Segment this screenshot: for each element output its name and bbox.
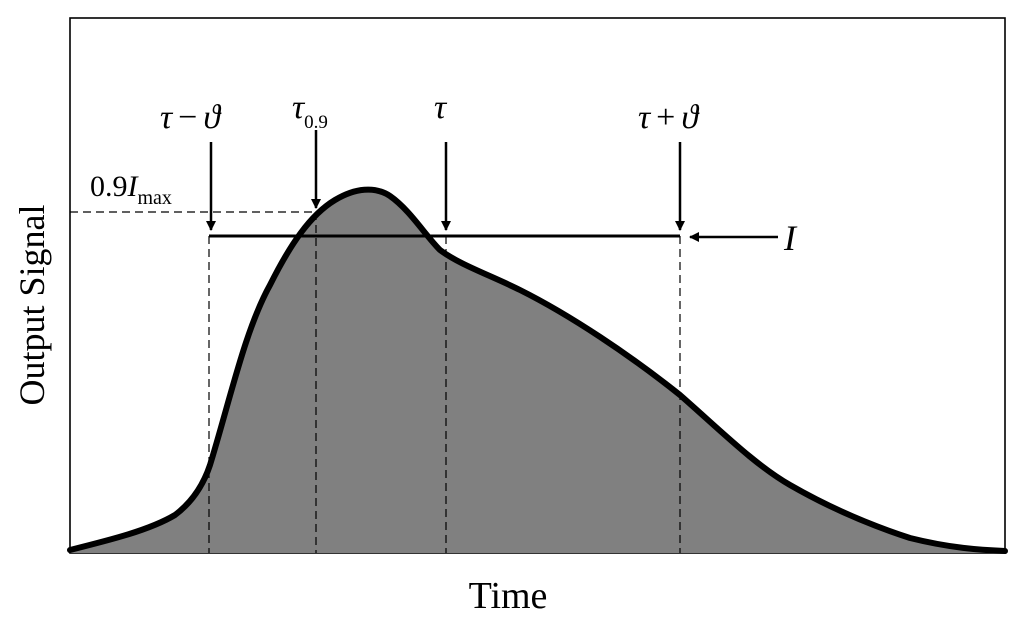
signal-curve <box>67 186 1008 554</box>
label-tau-09: τ0.9 <box>292 89 328 133</box>
y-axis-label: Output Signal <box>12 204 52 405</box>
label-tau-plus-theta: τ + ϑ <box>638 99 700 136</box>
x-axis-label: Time <box>469 575 548 617</box>
label-tau-minus-theta: τ − ϑ <box>160 99 222 136</box>
label-level: I <box>783 218 798 258</box>
label-threshold: 0.9Imax <box>90 170 172 209</box>
label-tau: τ <box>434 89 448 126</box>
signal-area <box>70 189 1005 553</box>
